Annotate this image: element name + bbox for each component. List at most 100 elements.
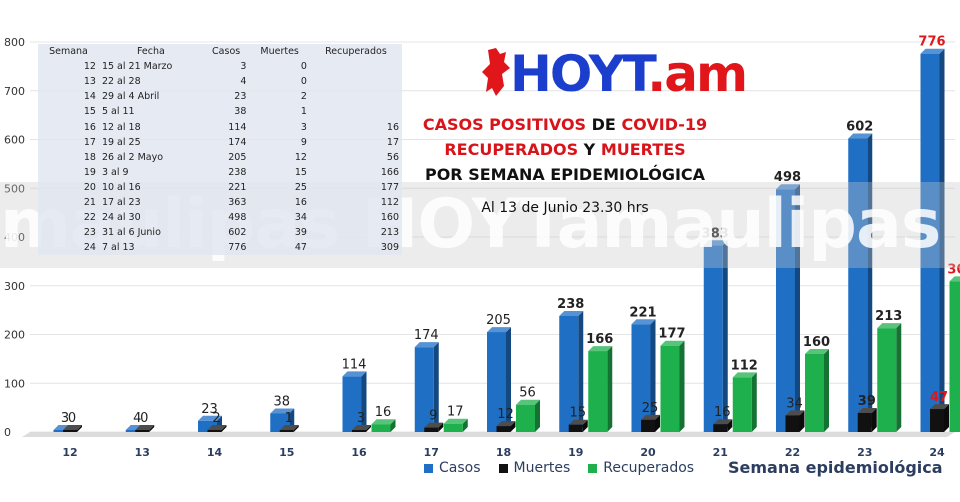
table-cell: 160 xyxy=(380,212,399,224)
y-tick-label: 500 xyxy=(4,182,25,195)
bar-muertes xyxy=(641,419,655,432)
logo: HOYT.am xyxy=(510,46,748,102)
bar-casos xyxy=(198,420,217,432)
bar-top xyxy=(424,422,444,428)
bar-top xyxy=(63,425,82,430)
table-cell: 26 al 2 Mayo xyxy=(101,151,164,163)
bar-side xyxy=(795,184,800,432)
tamaulipas-map-icon xyxy=(482,48,510,96)
bar-side xyxy=(361,371,367,432)
table-row: 22 24 al 30 498 34 160 xyxy=(38,210,402,225)
table-cell: 238 xyxy=(228,166,247,178)
table-body: 12 15 al 21 Marzo 3 0 13 22 al 28 4 0 14 29 al 4 … xyxy=(38,59,402,255)
bar-top xyxy=(588,346,613,352)
x-tick-label: 21 xyxy=(713,446,728,459)
bar-side xyxy=(77,425,82,432)
legend-item: Muertes xyxy=(498,460,570,476)
bar-top xyxy=(631,319,656,325)
x-tick-label: 18 xyxy=(496,446,511,459)
bar-top xyxy=(785,410,805,416)
data-table: Semana Fecha Casos Muertes Recuperados 12 15 … xyxy=(38,44,402,256)
bar-side xyxy=(727,419,733,432)
bar-recuperados xyxy=(516,404,535,432)
y-tick-label: 700 xyxy=(4,85,25,98)
bar-recuperados xyxy=(732,377,752,432)
table-cell: 23 xyxy=(234,91,247,103)
bar-top xyxy=(516,399,540,405)
bar-side xyxy=(433,342,439,432)
table-row: 21 17 al 23 363 16 112 xyxy=(38,195,402,210)
table-cell: 24 al 30 xyxy=(101,212,141,224)
data-label: 15 xyxy=(569,406,586,421)
table-cell: 3 xyxy=(300,121,307,133)
table-cell: 602 xyxy=(228,227,247,239)
table-cell: 166 xyxy=(380,166,399,178)
x-tick-label: 19 xyxy=(568,446,583,459)
bar-top xyxy=(279,425,299,430)
data-label: 213 xyxy=(875,309,902,324)
data-label: 4 xyxy=(133,411,141,426)
table-cell: 34 xyxy=(294,212,307,224)
table-cell: 16 xyxy=(294,196,307,208)
bar-recuperados xyxy=(877,328,897,432)
table-cell: 10 al 16 xyxy=(101,181,141,193)
bar-top xyxy=(135,425,155,430)
bar-side xyxy=(535,399,540,432)
bar-muertes xyxy=(930,409,944,432)
bar-side xyxy=(578,310,584,432)
table-cell: 24 xyxy=(83,242,96,254)
table-cell: 19 xyxy=(83,166,96,178)
table-cell: 4 xyxy=(240,76,247,88)
bar-casos xyxy=(776,189,795,432)
table-cell: 12 al 18 xyxy=(101,121,141,133)
table-cell: 5 al 11 xyxy=(101,106,135,118)
bar-casos xyxy=(342,376,362,432)
table-cell xyxy=(310,59,402,74)
table-cell: 9 xyxy=(300,136,307,148)
legend: Casos Muertes Recuperados xyxy=(424,460,694,476)
headline-line-2: RECUPERADOS Y MUERTES xyxy=(400,139,730,161)
x-tick-label: 17 xyxy=(424,446,439,459)
data-label: 9 xyxy=(429,409,437,424)
bar-casos xyxy=(920,53,940,432)
table-cell: 14 xyxy=(83,91,96,103)
bar-top xyxy=(713,419,733,425)
data-label: 39 xyxy=(858,394,876,409)
bar-top xyxy=(660,340,685,346)
data-label: 383 xyxy=(702,226,729,241)
data-label: 34 xyxy=(786,396,803,411)
legend-item: Recuperados xyxy=(588,460,694,476)
headline-2b: Y xyxy=(578,140,601,159)
table-cell: 21 xyxy=(83,196,96,208)
data-label: 38 xyxy=(273,394,290,409)
bar-side xyxy=(510,421,516,432)
data-label: 205 xyxy=(486,313,511,328)
bar-side xyxy=(438,422,444,432)
table-cell xyxy=(310,74,402,89)
data-label: 25 xyxy=(642,401,659,416)
table-row: 14 29 al 4 Abril 23 2 xyxy=(38,89,402,104)
bar-top xyxy=(857,407,877,413)
y-tick-label: 200 xyxy=(4,329,25,342)
bar-top xyxy=(877,323,902,329)
bar-side xyxy=(679,340,685,432)
table-cell: 3 al 9 xyxy=(101,166,129,178)
bar-muertes xyxy=(279,430,294,432)
bar-top xyxy=(198,415,222,421)
bar-side xyxy=(149,425,155,432)
bar-top xyxy=(930,404,949,410)
data-label: 602 xyxy=(846,120,873,135)
data-label: 114 xyxy=(342,357,367,372)
legend-label: Recuperados xyxy=(603,460,695,476)
data-label: 160 xyxy=(803,335,830,350)
bar-side xyxy=(607,346,613,432)
table-cell: 15 xyxy=(294,166,307,178)
data-label: 17 xyxy=(447,405,464,420)
bar-muertes xyxy=(63,430,77,432)
data-label: 16 xyxy=(375,405,392,420)
data-label: 16 xyxy=(714,405,731,420)
table-cell: 0 xyxy=(300,76,307,88)
table-row: 20 10 al 16 221 25 177 xyxy=(38,180,402,195)
